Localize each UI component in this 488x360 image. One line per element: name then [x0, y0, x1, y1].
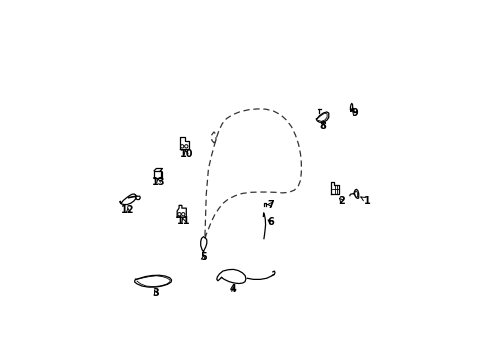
Polygon shape: [330, 182, 339, 194]
Text: 10: 10: [179, 149, 193, 159]
Text: 11: 11: [177, 216, 190, 226]
Polygon shape: [177, 205, 186, 217]
Polygon shape: [216, 269, 245, 284]
Polygon shape: [120, 194, 136, 204]
Polygon shape: [272, 271, 274, 275]
Polygon shape: [316, 112, 328, 122]
Text: 9: 9: [350, 108, 357, 118]
Polygon shape: [135, 196, 140, 199]
Polygon shape: [353, 189, 358, 198]
Text: 3: 3: [152, 288, 159, 298]
Text: 5: 5: [200, 252, 206, 262]
Text: 13: 13: [151, 177, 165, 187]
Text: 2: 2: [338, 195, 344, 206]
Polygon shape: [154, 171, 160, 177]
Text: 7: 7: [266, 199, 273, 210]
Text: 1: 1: [360, 195, 369, 206]
Text: 8: 8: [319, 121, 326, 131]
Text: 4: 4: [229, 284, 236, 294]
Text: 12: 12: [121, 205, 135, 215]
Polygon shape: [180, 137, 189, 149]
Polygon shape: [135, 275, 171, 287]
Text: 6: 6: [266, 217, 273, 227]
